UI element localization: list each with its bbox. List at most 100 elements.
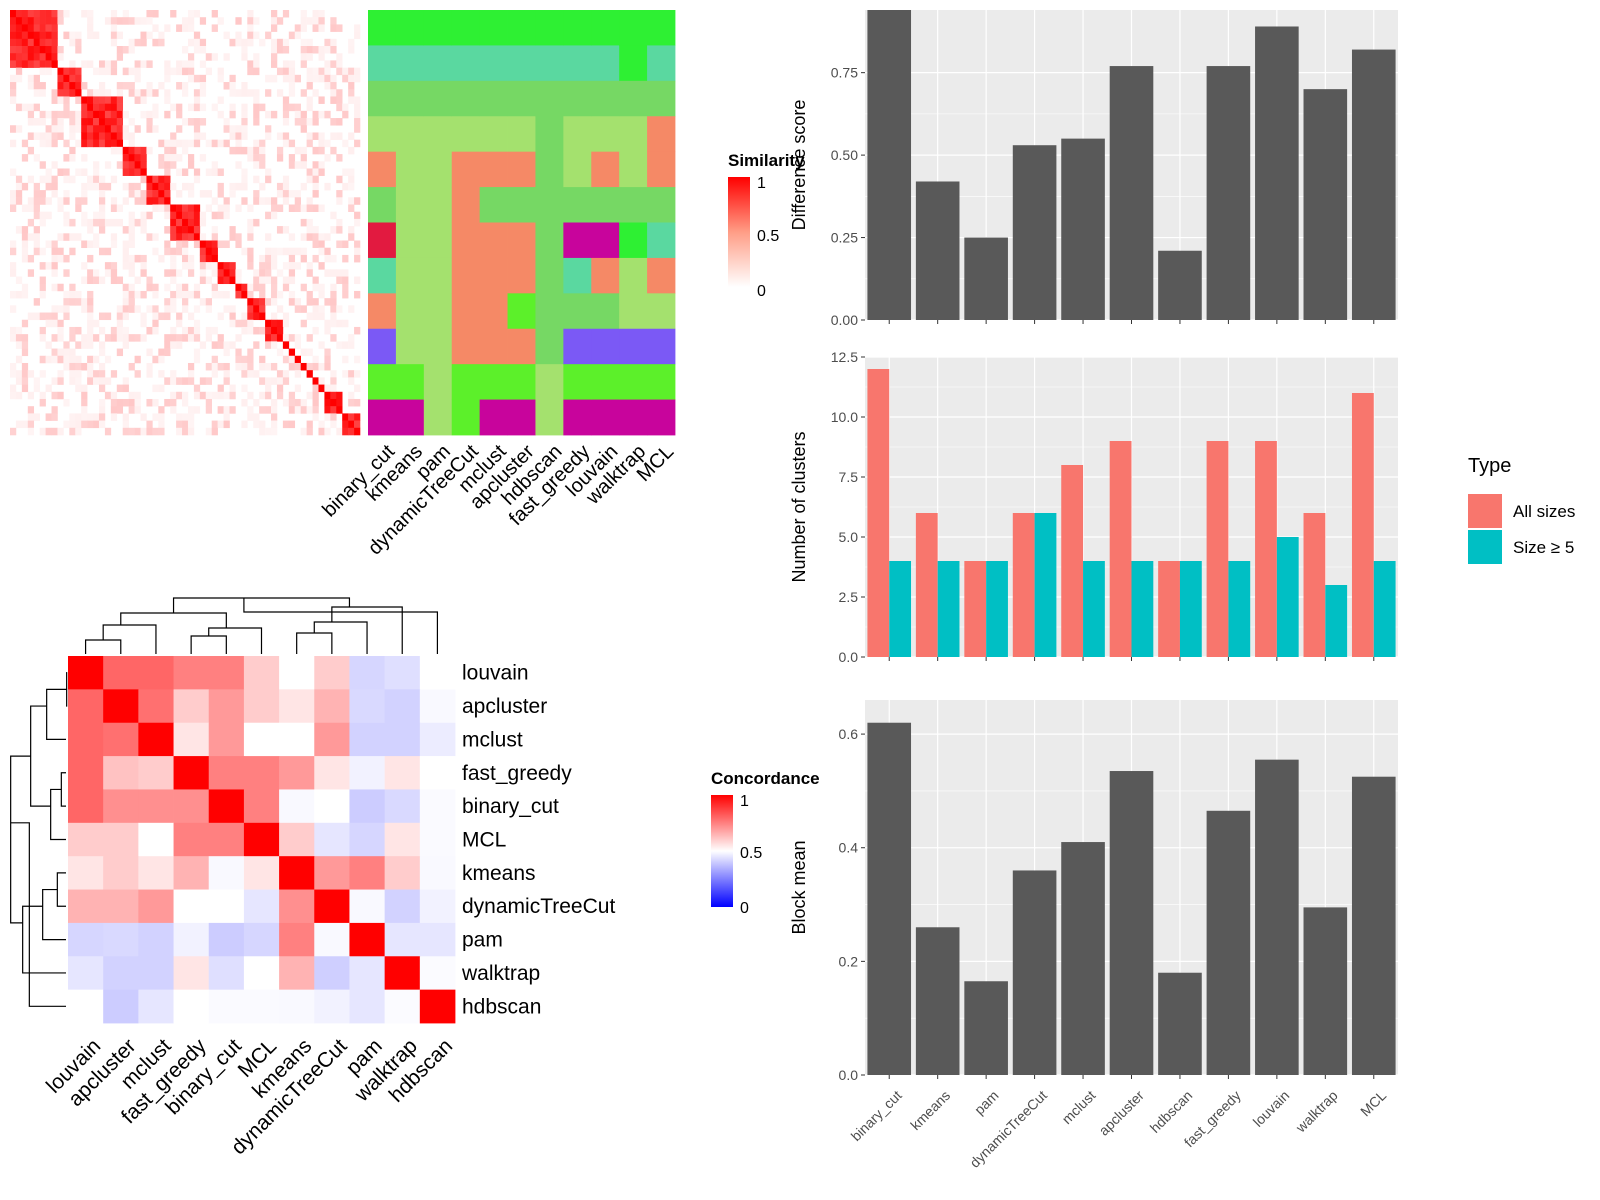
similarity-cell [152, 204, 159, 212]
bar-Size ≥ 5 [1325, 585, 1348, 657]
similarity-cell [199, 17, 207, 25]
similarity-cell [81, 96, 88, 104]
similarity-cell [63, 110, 70, 119]
similarity-cell [182, 118, 189, 126]
similarity-cell [318, 240, 325, 249]
similarity-cell [10, 197, 17, 205]
similarity-cell [164, 161, 171, 169]
similarity-cell [128, 139, 135, 148]
similarity-cell [164, 377, 171, 385]
concordance-cell [103, 856, 139, 890]
similarity-cell [336, 305, 343, 313]
similarity-cell [247, 362, 254, 371]
similarity-cell [63, 218, 70, 227]
similarity-cell [128, 269, 135, 277]
similarity-cell [134, 427, 141, 436]
similarity-cell [336, 406, 343, 414]
concordance-cell [349, 856, 386, 890]
similarity-cell [10, 89, 17, 97]
similarity-cell [324, 406, 331, 414]
concordance-cell [349, 656, 386, 690]
similarity-cell [15, 190, 23, 198]
similarity-cell [57, 132, 64, 140]
similarity-cell [128, 67, 135, 76]
similarity-cell [354, 247, 361, 256]
similarity-cell [27, 233, 35, 241]
similarity-cell [128, 298, 135, 306]
similarity-cell [205, 67, 212, 76]
similarity-cell [199, 233, 207, 241]
bar [1012, 145, 1057, 320]
similarity-cell [33, 190, 40, 198]
similarity-cell [235, 125, 242, 133]
similarity-cell [63, 190, 70, 198]
similarity-cell [57, 254, 64, 263]
similarity-cell [276, 204, 284, 212]
concordance-cell [68, 956, 104, 991]
similarity-cell [288, 334, 296, 342]
similarity-cell [306, 406, 313, 414]
similarity-cell [33, 60, 40, 68]
similarity-cell [98, 60, 106, 68]
similarity-cell [217, 391, 224, 400]
similarity-cell [140, 17, 147, 25]
similarity-cell [128, 398, 135, 407]
similarity-cell [134, 74, 141, 83]
similarity-cell [193, 132, 201, 140]
assignment-cell-binary_cut [368, 80, 397, 117]
similarity-cell [45, 10, 52, 18]
similarity-cell [300, 46, 307, 54]
similarity-cell [229, 276, 236, 285]
similarity-cell [98, 103, 106, 112]
similarity-cell [354, 31, 361, 40]
similarity-cell [75, 67, 82, 76]
similarity-cell [128, 190, 135, 198]
similarity-cell [140, 146, 147, 155]
similarity-cell [187, 211, 195, 220]
similarity-cell [241, 355, 248, 364]
similarity-cell [134, 60, 141, 68]
assignment-cell-mclust [479, 364, 508, 400]
column-dendrogram-branch [208, 627, 263, 654]
similarity-cell [217, 204, 224, 212]
similarity-cell [21, 53, 29, 61]
row-dendrogram-branch [30, 705, 51, 807]
similarity-cell [39, 110, 46, 119]
similarity-cell [87, 420, 94, 429]
similarity-cell [21, 17, 29, 25]
assignment-cell-mclust [479, 187, 508, 223]
similarity-cell [146, 190, 153, 198]
column-dendrogram-branch [172, 597, 351, 613]
similarity-cell [15, 420, 23, 429]
similarity-cell [87, 89, 94, 97]
similarity-cell [300, 53, 307, 61]
similarity-cell [271, 406, 278, 414]
similarity-cell [176, 283, 183, 292]
concordance-cell [419, 656, 456, 690]
similarity-cell [51, 139, 58, 148]
similarity-cell [33, 89, 40, 97]
similarity-cell [87, 240, 94, 249]
similarity-cell [199, 89, 207, 97]
similarity-cell [354, 420, 361, 429]
similarity-cell [253, 96, 260, 104]
similarity-cell [342, 139, 349, 148]
assignment-cell-apcluster [507, 80, 536, 117]
similarity-cell [282, 46, 290, 54]
similarity-cell [182, 377, 189, 385]
similarity-cell [104, 161, 112, 169]
similarity-cell [170, 218, 177, 227]
similarity-cell [330, 254, 337, 263]
bar [1109, 66, 1154, 320]
similarity-cell [69, 334, 76, 342]
similarity-cell [187, 218, 195, 227]
y-tick-label: 5.0 [839, 529, 859, 545]
similarity-cell [342, 67, 349, 76]
similarity-cell [312, 377, 319, 385]
similarity-cell [98, 247, 106, 256]
similarity-cell [51, 38, 58, 47]
similarity-cell [205, 326, 212, 335]
similarity-cell [63, 298, 70, 306]
similarity-cell [348, 341, 355, 349]
assignment-cell-hdbscan [535, 399, 564, 436]
